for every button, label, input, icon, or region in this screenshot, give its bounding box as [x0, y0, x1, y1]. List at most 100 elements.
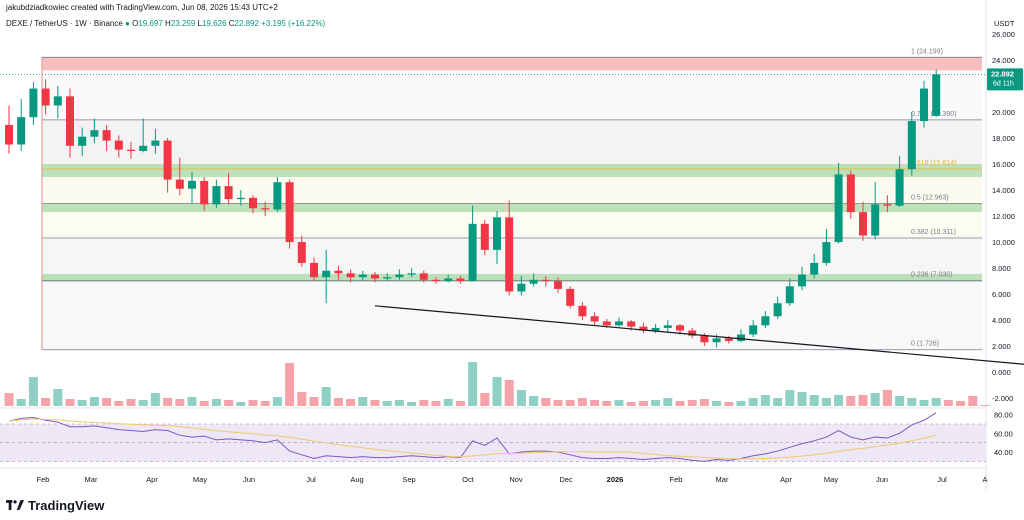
- volume-bar: [419, 400, 429, 406]
- x-tick-label: Dec: [559, 475, 573, 484]
- candle-body: [737, 334, 745, 341]
- chart-credit: jakubdziadkowiec created with TradingVie…: [6, 3, 278, 12]
- volume-bar: [260, 401, 270, 406]
- price-badge: [987, 68, 1023, 91]
- candle-body: [29, 88, 38, 118]
- volume-bar: [321, 387, 331, 406]
- tradingview-footer: TradingView: [6, 498, 104, 513]
- symbol-legend: DEXE / TetherUS · 1W · Binance ● O19.697…: [6, 19, 325, 28]
- candle-body: [310, 262, 318, 278]
- volume-bar: [163, 398, 173, 406]
- volume-bar: [541, 398, 551, 406]
- candle-body: [505, 217, 514, 292]
- fib-band: [42, 280, 982, 350]
- candle-body: [895, 169, 904, 206]
- symbol-name[interactable]: DEXE / TetherUS · 1W · Binance: [6, 19, 123, 28]
- volume-bar: [382, 401, 392, 406]
- x-tick-label: Mar: [85, 475, 98, 484]
- candle-body: [749, 325, 758, 335]
- volume-bar: [333, 398, 343, 406]
- volume-bar: [138, 400, 148, 406]
- candle-body: [602, 321, 611, 326]
- candle-body: [127, 149, 135, 151]
- trendline: [374, 305, 1024, 365]
- y-tick-label: 24.000: [992, 56, 1015, 65]
- rsi-tick-label: 40.00: [994, 448, 1013, 457]
- volume-bar: [346, 399, 356, 406]
- candle-body: [334, 270, 343, 274]
- candle-body: [90, 130, 99, 137]
- volume-bar: [590, 400, 600, 406]
- candle-body: [17, 117, 26, 145]
- volume-bar: [272, 397, 282, 406]
- y-tick-label: 10.000: [992, 238, 1015, 247]
- volume-bar: [443, 399, 453, 406]
- volume-bar: [565, 400, 575, 406]
- candle-body: [53, 96, 62, 106]
- volume-bar: [126, 399, 136, 406]
- high-value: 23.259: [170, 19, 196, 28]
- candle-body: [383, 277, 392, 279]
- x-tick-label: May: [193, 475, 207, 484]
- x-tick-label: Sep: [402, 475, 415, 484]
- candle-body: [175, 179, 184, 189]
- candle-body: [627, 321, 636, 327]
- volume-bar: [516, 390, 526, 406]
- candle-body: [907, 121, 916, 170]
- volume-bar: [858, 395, 868, 406]
- candle-body: [932, 74, 941, 116]
- price-badge-value: 22.892: [991, 69, 1014, 78]
- volume-bar: [211, 399, 221, 406]
- volume-bar: [199, 401, 209, 406]
- candle-body: [517, 283, 526, 292]
- volume-bar: [285, 363, 295, 406]
- x-tick-label: Apr: [146, 475, 158, 484]
- y-tick-label: 12.000: [992, 212, 1015, 221]
- candle-body: [785, 286, 794, 304]
- candle-body: [566, 288, 575, 306]
- close-value: 22.892: [234, 19, 259, 28]
- candle-body: [822, 242, 831, 263]
- volume-bar: [821, 398, 831, 406]
- volume-bar: [712, 401, 722, 406]
- volume-bar: [687, 400, 697, 406]
- low-value: 19.626: [201, 19, 227, 28]
- x-tick-label: May: [824, 475, 838, 484]
- volume-bar: [614, 400, 624, 406]
- candle-body: [846, 174, 855, 213]
- y-axis-unit: USDT: [994, 19, 1015, 28]
- volume-bar: [370, 400, 380, 406]
- candle-body: [114, 140, 123, 150]
- status-dot: ●: [125, 19, 130, 28]
- volume-bar: [41, 398, 51, 406]
- volume-bar: [895, 396, 905, 406]
- open-value: 19.697: [138, 19, 163, 28]
- candle-body: [78, 136, 87, 146]
- candle-body: [798, 274, 806, 287]
- x-tick-label: Jun: [243, 475, 255, 484]
- candle-body: [688, 330, 697, 336]
- volume-bar: [675, 401, 685, 406]
- volume-bar: [577, 398, 587, 406]
- volume-bar: [980, 405, 990, 406]
- volume-bar: [870, 393, 880, 406]
- green-zone: [42, 203, 982, 213]
- candle-body: [456, 278, 465, 282]
- volume-bar: [785, 390, 795, 406]
- y-tick-label: 8.000: [992, 264, 1011, 273]
- fib-label: 0.382 (10.311): [911, 229, 956, 236]
- volume-bar: [4, 393, 14, 406]
- candle-body: [773, 303, 782, 317]
- volume-bar: [248, 400, 258, 406]
- y-tick-label: 14.000: [992, 186, 1015, 195]
- candle-body: [188, 180, 196, 189]
- volume-bar: [638, 401, 648, 406]
- candle-body: [163, 140, 172, 180]
- volume-bar: [626, 402, 636, 406]
- candle-body: [883, 204, 892, 206]
- candle-body: [224, 186, 233, 200]
- candle-body: [480, 223, 489, 250]
- candle-body: [724, 338, 733, 341]
- volume-bar: [504, 380, 514, 406]
